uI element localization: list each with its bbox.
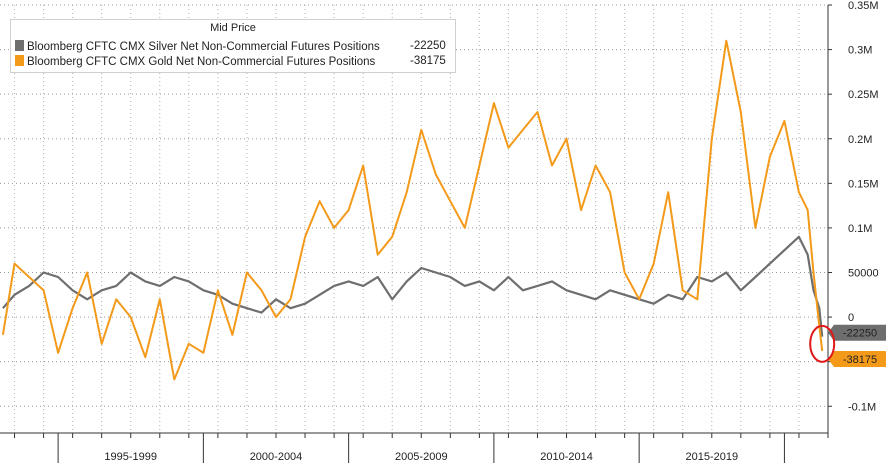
series-line-gold <box>1 39 824 381</box>
legend-entry-gold: Bloomberg CFTC CMX Gold Net Non-Commerci… <box>15 55 446 68</box>
x-group-label: 2000-2004 <box>250 451 303 463</box>
y-tick-label: 0.1M <box>848 223 872 235</box>
y-tick-label: 50000 <box>848 268 879 280</box>
y-tick-label: 0.25M <box>848 89 879 101</box>
legend-value-gold: -38175 <box>410 55 446 67</box>
x-group-label: 2005-2009 <box>395 451 448 463</box>
last-value-label-silver: -22250 <box>843 328 877 340</box>
last-value-label-gold: -38175 <box>843 354 877 366</box>
annotation <box>809 324 836 363</box>
plot-lines <box>1 39 824 381</box>
legend-value-silver: -22250 <box>410 40 446 52</box>
highlight-circle <box>809 324 836 363</box>
y-tick-label: 0.2M <box>848 134 872 146</box>
legend-swatch-gold <box>15 55 24 66</box>
chart-title: Mid Price <box>210 22 256 34</box>
y-tick-label: 0.3M <box>848 45 872 57</box>
y-tick-label: -0.1M <box>848 401 876 413</box>
last-value-tag-silver <box>828 324 886 341</box>
y-tick-label: 0.35M <box>848 0 879 12</box>
x-group-label: 2010-2014 <box>540 451 593 463</box>
legend-label-silver: Bloomberg CFTC CMX Silver Net Non-Commer… <box>27 41 380 53</box>
y-tick-label: 0.15M <box>848 178 879 190</box>
legend: Mid Price Bloomberg CFTC CMX Silver Net … <box>10 19 456 73</box>
y-tick-label: 0 <box>848 312 854 324</box>
x-group-label: 1995-1999 <box>104 451 157 463</box>
last-value-tag-gold <box>828 350 886 367</box>
series-line-silver <box>2 235 824 337</box>
legend-entry-silver: Bloomberg CFTC CMX Silver Net Non-Commer… <box>15 40 446 53</box>
legend-label-gold: Bloomberg CFTC CMX Gold Net Non-Commerci… <box>27 56 376 68</box>
x-group-label: 2015-2019 <box>685 451 738 463</box>
legend-swatch-silver <box>15 40 24 51</box>
